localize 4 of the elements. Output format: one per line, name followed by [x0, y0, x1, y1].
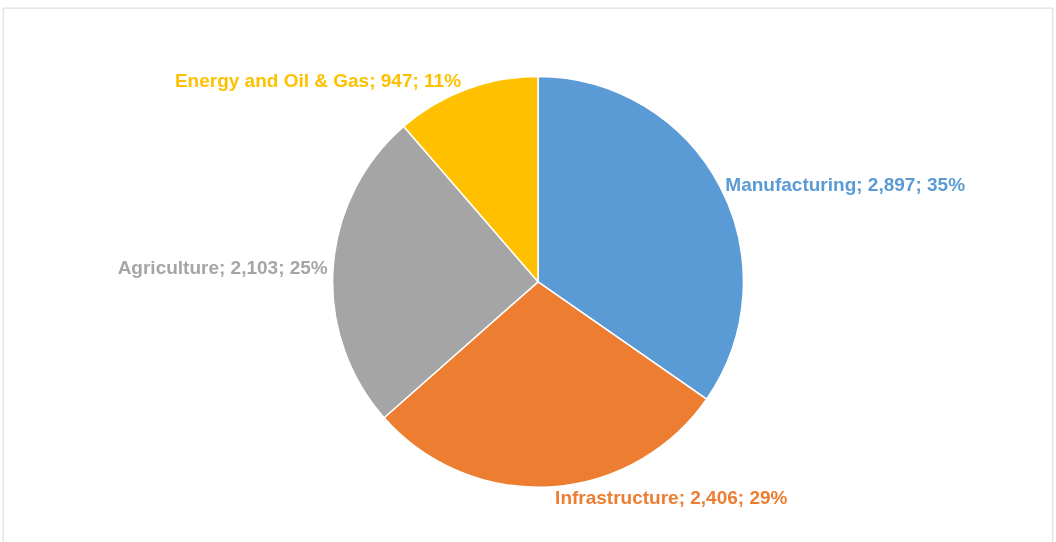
slice-label: Energy and Oil & Gas; 947; 11%: [174, 69, 462, 91]
slice-label: Agriculture; 2,103; 25%: [117, 257, 328, 279]
slice-label: Manufacturing; 2,897; 35%: [725, 174, 966, 196]
slice-label: Infrastructure; 2,406; 29%: [555, 486, 788, 508]
